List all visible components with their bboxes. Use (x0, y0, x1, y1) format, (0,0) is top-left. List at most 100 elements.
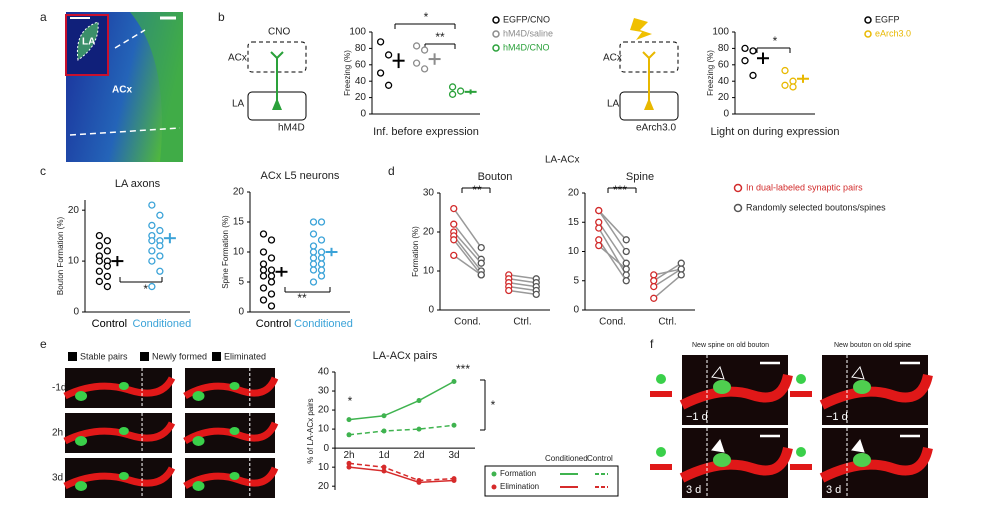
label: −1 d (686, 411, 708, 423)
significance: *** (456, 362, 470, 376)
axon (63, 376, 176, 400)
data-point (148, 237, 156, 245)
legend-marker (492, 16, 500, 24)
label: ACx (603, 53, 622, 64)
label: -1d (52, 383, 66, 394)
bouton (853, 453, 871, 467)
series-line (348, 466, 455, 484)
data-point (477, 271, 485, 279)
y-tick-label: 5 (573, 275, 579, 286)
data-point (450, 251, 458, 260)
panel-label: c (40, 164, 46, 178)
line (114, 29, 146, 49)
axon (819, 446, 933, 483)
x-tick-label: Conditioned (133, 318, 192, 330)
y-tick-label: 80 (718, 43, 730, 54)
icon (796, 374, 806, 384)
significance: * (491, 398, 496, 412)
y-tick-label: 30 (318, 386, 330, 397)
shape (790, 391, 812, 397)
bouton (118, 382, 129, 390)
y-tick-label: 0 (428, 305, 434, 316)
image-detail (130, 12, 183, 162)
panel-label: e (40, 337, 47, 351)
y-tick-label: 20 (318, 481, 330, 492)
data-point (376, 38, 385, 46)
label: LA (607, 99, 620, 110)
arrowhead (851, 365, 865, 380)
significance: ** (472, 183, 482, 197)
legend-label: Randomly selected boutons/spines (746, 202, 886, 212)
data-point (309, 230, 318, 238)
shape (140, 352, 149, 361)
label: LA-ACx (545, 155, 579, 166)
label: New bouton on old spine (834, 342, 911, 349)
data-point (259, 284, 268, 292)
pair-line (453, 208, 482, 249)
legend-marker (733, 203, 743, 213)
data-point (420, 46, 429, 54)
bouton (75, 481, 88, 491)
data-point (416, 398, 422, 404)
y-tick-label: 20 (718, 92, 730, 103)
data-point (259, 272, 268, 280)
pair-line (453, 239, 482, 276)
y-tick-label: 5 (238, 277, 244, 288)
label: LA (82, 37, 95, 48)
data-point (156, 211, 164, 219)
axon (819, 373, 933, 410)
y-tick-label: 10 (233, 247, 245, 258)
legend-label: hM4D/saline (503, 28, 553, 38)
data-point (103, 262, 112, 270)
data-point (677, 259, 685, 267)
y-tick-label: 30 (423, 188, 435, 199)
y-axis-label: Freezing (%) (343, 50, 352, 96)
data-point (156, 226, 164, 235)
significance: *** (613, 183, 627, 197)
bouton (192, 436, 205, 446)
pair-line (598, 239, 627, 282)
label: 3d (52, 473, 63, 484)
axon (679, 446, 793, 483)
data-point (95, 257, 104, 265)
data-point (381, 413, 387, 419)
data-point (156, 267, 164, 275)
y-tick-label: 60 (718, 59, 730, 70)
y-tick-label: 100 (712, 27, 729, 38)
data-point (416, 477, 422, 483)
data-point (749, 47, 757, 55)
pair-line (598, 210, 627, 241)
y-tick-label: 0 (723, 109, 729, 120)
data-point (595, 241, 603, 250)
legend-label: In dual-labeled synaptic pairs (746, 182, 863, 192)
legend-marker (864, 16, 872, 24)
data-point (148, 247, 156, 255)
y-axis-label: Freezing (%) (706, 50, 715, 96)
axon (183, 376, 279, 400)
y-tick-label: 80 (355, 43, 367, 54)
pair-line (508, 285, 537, 292)
label: ACx (112, 85, 132, 96)
data-point (267, 272, 276, 280)
data-point (148, 257, 156, 265)
data-point (650, 294, 658, 302)
x-tick-label: Cond. (454, 317, 481, 328)
series-line (348, 380, 455, 421)
legend-label: Formation (500, 469, 536, 478)
data-point (267, 290, 276, 298)
data-point (448, 83, 457, 91)
axon (63, 421, 176, 445)
line (642, 51, 650, 59)
legend-label: eArch3.0 (875, 28, 911, 38)
data-point (781, 81, 789, 89)
data-point (309, 254, 318, 262)
pair-line (453, 235, 482, 272)
data-point (781, 66, 789, 75)
x-tick-label: 2d (413, 450, 424, 461)
icon (656, 447, 666, 457)
data-point (103, 282, 112, 291)
y-tick-label: 20 (233, 187, 245, 198)
data-point (317, 248, 326, 256)
bouton (118, 427, 129, 435)
y-tick-label: 40 (355, 76, 367, 87)
